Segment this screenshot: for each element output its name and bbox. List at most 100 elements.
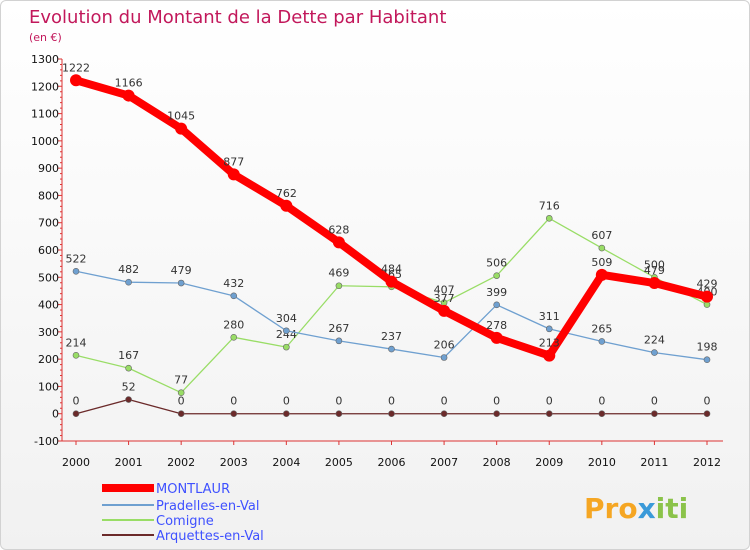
data-label: 877 xyxy=(223,155,244,168)
data-point xyxy=(283,327,290,335)
y-tick-label: 1000 xyxy=(31,135,59,148)
data-point xyxy=(335,410,343,418)
data-point xyxy=(70,74,82,87)
y-tick-label: 300 xyxy=(38,326,59,339)
data-point xyxy=(125,364,132,372)
data-point xyxy=(125,396,132,403)
data-point xyxy=(438,304,451,317)
data-point xyxy=(651,410,658,418)
x-tick-label: 2012 xyxy=(693,456,721,469)
data-point xyxy=(332,236,345,249)
data-label: 77 xyxy=(174,374,188,387)
y-tick-label: 500 xyxy=(38,271,59,284)
data-point xyxy=(72,352,80,359)
data-label: 0 xyxy=(546,395,553,408)
legend-label: Comigne xyxy=(156,514,214,529)
data-label: 762 xyxy=(276,187,297,200)
x-tick-label: 2007 xyxy=(430,456,458,469)
y-tick-label: 1100 xyxy=(31,108,59,121)
data-label: 0 xyxy=(230,395,237,408)
data-label: 0 xyxy=(441,395,448,408)
data-point xyxy=(283,343,290,351)
chart-title: Evolution du Montant de la Dette par Hab… xyxy=(29,7,446,28)
data-point xyxy=(72,267,80,275)
data-point xyxy=(388,345,395,353)
x-tick-label: 2011 xyxy=(640,456,668,469)
data-label: 1222 xyxy=(62,61,90,74)
data-point xyxy=(648,277,661,290)
data-point xyxy=(175,122,188,135)
data-label: 429 xyxy=(697,278,718,291)
data-label: 509 xyxy=(591,256,612,269)
chart-subtitle: (en €) xyxy=(29,31,62,44)
data-label: 224 xyxy=(644,334,665,347)
data-point xyxy=(440,410,448,418)
data-point xyxy=(230,410,238,418)
data-label: 479 xyxy=(644,264,665,277)
data-label: 432 xyxy=(223,277,244,290)
data-label: 206 xyxy=(434,339,455,352)
data-label: 0 xyxy=(283,395,290,408)
data-point xyxy=(72,410,80,418)
data-label: 607 xyxy=(591,229,612,242)
data-label: 479 xyxy=(171,264,192,277)
data-point xyxy=(177,389,185,397)
x-tick-label: 2008 xyxy=(483,456,511,469)
data-point xyxy=(598,410,606,418)
series-comigne: 21416777280244469465407506716607500400 xyxy=(66,199,718,397)
data-point xyxy=(280,199,293,212)
data-label: 506 xyxy=(486,257,507,270)
data-point xyxy=(122,89,135,102)
data-point xyxy=(598,338,606,345)
legend: MONTLAUR Pradelles-en-ValComigneArquettes… xyxy=(102,482,264,544)
data-point xyxy=(388,410,395,418)
data-label: 399 xyxy=(486,286,507,299)
data-label: 628 xyxy=(328,223,349,236)
data-label: 0 xyxy=(651,395,658,408)
data-point xyxy=(493,301,500,309)
data-point xyxy=(490,331,503,344)
y-ticks: -100 0 100 200 300 400 500 600 700 800 900 1000 1100… xyxy=(31,53,62,448)
x-tick-label: 2009 xyxy=(535,456,563,469)
series-line xyxy=(75,217,708,394)
data-point xyxy=(595,268,608,281)
x-tick-label: 2003 xyxy=(220,456,248,469)
legend-label: Arquettes-en-Val xyxy=(156,529,264,544)
x-tick-label: 2006 xyxy=(378,456,406,469)
y-tick-label: 0 xyxy=(52,408,59,421)
data-label: 484 xyxy=(381,263,402,276)
data-label: 482 xyxy=(118,263,139,276)
data-label: 469 xyxy=(328,267,349,280)
data-point xyxy=(230,334,238,341)
logo-text: Proxiti xyxy=(584,492,688,525)
y-tick-label: 800 xyxy=(38,189,59,202)
data-label: 0 xyxy=(704,395,711,408)
data-point xyxy=(283,410,290,418)
data-point xyxy=(543,349,556,362)
data-label: 0 xyxy=(73,395,80,408)
series-pradelles-en-val: 522 482 479 432 304 267 237 206 399 311 265 224 198 xyxy=(66,252,718,363)
data-label: 522 xyxy=(66,252,87,265)
x-tick-label: 2004 xyxy=(272,456,300,469)
x-ticks: 2000 2001 2002 2003 2004 2005 2006 2007 2008 2009… xyxy=(62,441,721,469)
data-label: 1045 xyxy=(167,110,195,123)
data-label: 0 xyxy=(388,395,395,408)
y-tick-label: 1300 xyxy=(31,53,59,66)
data-label: 1166 xyxy=(115,77,143,90)
data-point xyxy=(177,279,185,287)
data-label: 500 xyxy=(644,258,665,271)
data-label: 214 xyxy=(66,336,87,349)
data-label: 265 xyxy=(591,322,612,335)
data-label: 0 xyxy=(178,395,185,408)
data-point xyxy=(701,290,713,303)
x-tick-label: 2001 xyxy=(115,456,143,469)
data-point xyxy=(125,278,132,286)
data-label: 198 xyxy=(697,341,718,354)
data-label: 716 xyxy=(539,199,560,212)
proxiti-logo: Proxiti xyxy=(584,492,688,525)
y-tick-label: 100 xyxy=(38,380,59,393)
data-label: 52 xyxy=(122,381,136,394)
